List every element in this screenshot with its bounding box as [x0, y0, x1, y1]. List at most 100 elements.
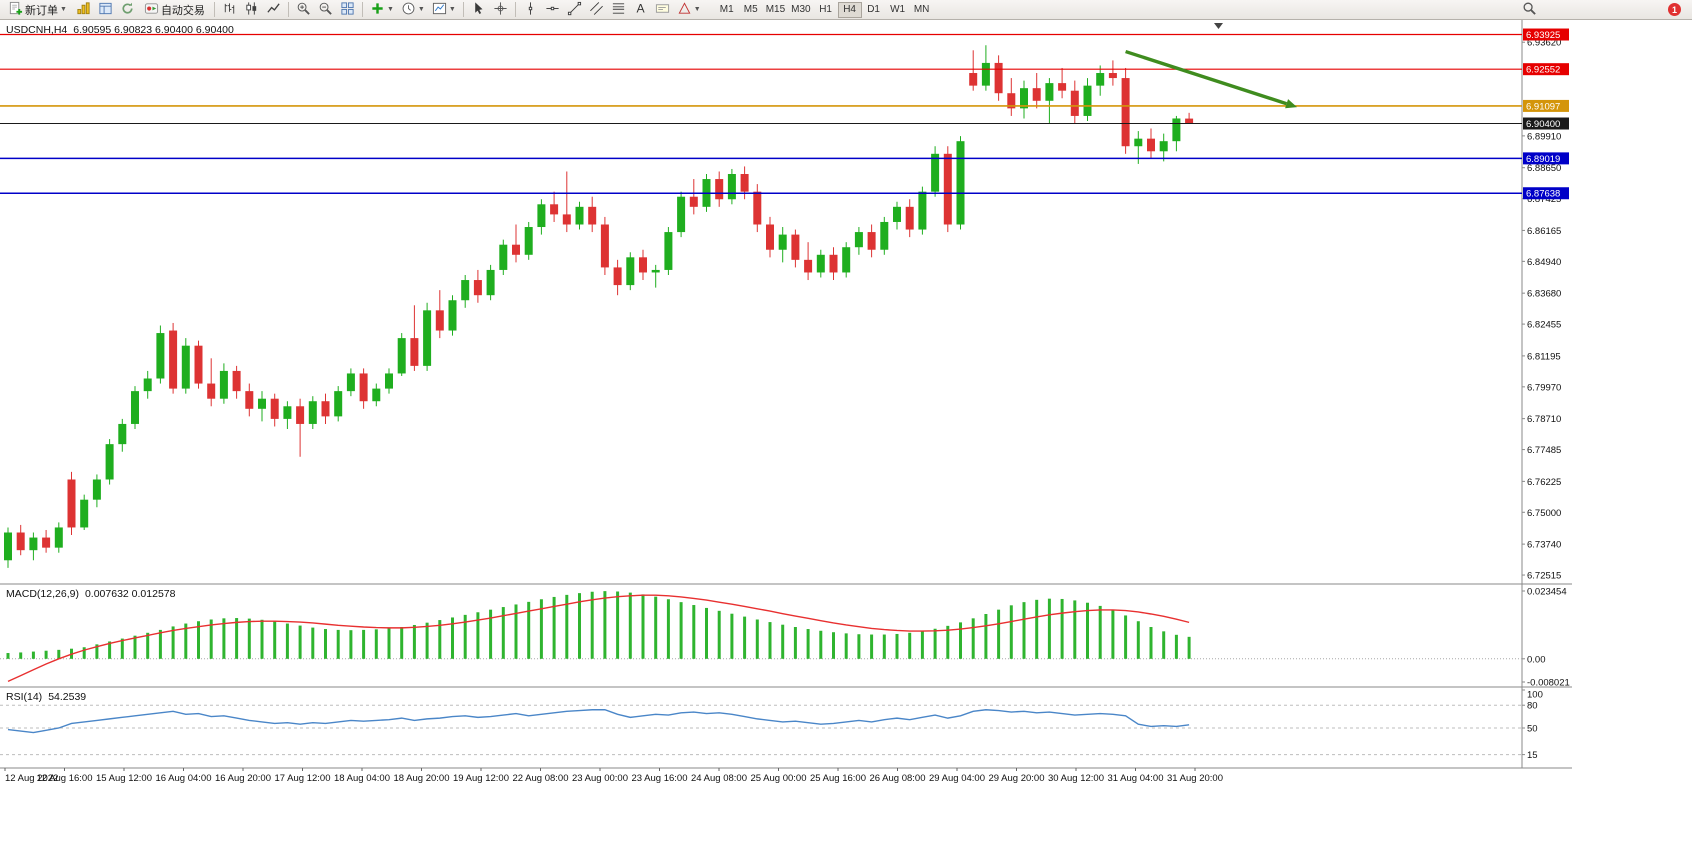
- line-chart-button[interactable]: [263, 1, 284, 19]
- tile-windows-button[interactable]: [337, 1, 358, 19]
- auto-trading-button[interactable]: 自动交易: [139, 1, 210, 19]
- price-axis-label: 6.79970: [1527, 382, 1561, 393]
- candlestick-chart-button[interactable]: [241, 1, 262, 19]
- candle-body: [512, 244, 520, 255]
- time-axis-label: 29 Aug 04:00: [929, 773, 985, 784]
- rsi-axis-label: 100: [1527, 690, 1543, 701]
- price-axis-label: 6.76225: [1527, 477, 1561, 488]
- candle-body: [410, 338, 419, 366]
- periods-button[interactable]: ▼: [398, 1, 428, 19]
- market-watch-button[interactable]: [95, 1, 116, 19]
- fibonacci-button[interactable]: [608, 1, 629, 19]
- price-axis-label: 6.88650: [1527, 163, 1561, 174]
- candle-body: [893, 206, 901, 222]
- candle-body: [931, 153, 940, 192]
- candle-body: [918, 191, 927, 230]
- candle-body: [461, 280, 470, 301]
- crosshair-button[interactable]: [490, 1, 511, 19]
- candle-body: [245, 391, 254, 409]
- trend-arrow-line[interactable]: [1125, 49, 1288, 106]
- candle-body: [778, 234, 787, 250]
- candle-body: [677, 196, 686, 233]
- timeframe-m30-button[interactable]: M30: [791, 4, 811, 15]
- candle-body: [842, 247, 851, 273]
- time-axis-label: 26 Aug 08:00: [870, 773, 926, 784]
- candle-body: [181, 345, 190, 389]
- time-axis-label: 31 Aug 04:00: [1108, 773, 1164, 784]
- candle-body: [207, 383, 216, 399]
- rsi-panel: 10080 50 15: [0, 689, 1543, 761]
- chevron-down-icon: ▼: [386, 6, 394, 13]
- toolbar-separator: [213, 2, 215, 17]
- horizontal-line-button[interactable]: [542, 1, 563, 19]
- bar-chart-button[interactable]: [219, 1, 240, 19]
- candle-body: [1108, 73, 1117, 79]
- price-axis-label: 6.83680: [1527, 289, 1561, 300]
- timeframe-m5-button[interactable]: M5: [743, 4, 758, 15]
- time-axis[interactable]: 12 Aug 202212 Aug 16:0015 Aug 12:00 16 Au…: [4, 768, 1223, 784]
- periods-icon: [401, 1, 416, 19]
- svg-text:6.93925: 6.93925: [1526, 30, 1560, 41]
- chart-shift-marker[interactable]: [1214, 23, 1223, 29]
- refresh-button[interactable]: [117, 1, 138, 19]
- timeframe-m1-button[interactable]: M1: [719, 4, 734, 15]
- timeframe-h4-button[interactable]: H4: [837, 1, 862, 18]
- indicators-button[interactable]: ▼: [367, 1, 397, 19]
- candle-body: [448, 300, 457, 331]
- price-axis[interactable]: [1522, 20, 1572, 768]
- new-order-button[interactable]: 新订单 ▼: [3, 1, 72, 19]
- text-button[interactable]: A: [630, 1, 651, 19]
- candle-body: [1159, 141, 1168, 152]
- candle-body: [359, 373, 368, 402]
- svg-text:6.89019: 6.89019: [1526, 154, 1560, 165]
- candle-body: [689, 196, 698, 207]
- candle-body: [1172, 118, 1181, 142]
- templates-button[interactable]: ▼: [429, 1, 459, 19]
- chart-canvas[interactable]: 6.93620 6.89910 6.88650 6.87425 6.86165 6.849…: [0, 20, 1692, 844]
- candle-body: [29, 537, 38, 551]
- market-watch-icon: [98, 1, 113, 19]
- time-axis-label: 18 Aug 04:00: [334, 773, 390, 784]
- notification-badge[interactable]: 1: [1668, 3, 1681, 16]
- candle-body: [905, 206, 914, 230]
- timeframe-d1-button[interactable]: D1: [867, 4, 880, 15]
- candle-body: [651, 269, 660, 273]
- tile-windows-icon: [340, 1, 355, 19]
- candle-body: [1058, 83, 1067, 91]
- cursor-icon: [471, 1, 486, 19]
- time-axis-label: 16 Aug 20:00: [215, 773, 271, 784]
- refresh-icon: [120, 1, 135, 19]
- vertical-line-button[interactable]: [520, 1, 541, 19]
- candle-body: [588, 206, 597, 225]
- chart-window: 6.93620 6.89910 6.88650 6.87425 6.86165 6.849…: [0, 20, 1692, 844]
- candle-body: [499, 244, 508, 270]
- timeframe-w1-button[interactable]: W1: [890, 4, 906, 15]
- label-button[interactable]: [652, 1, 673, 19]
- auto-trading-label: 自动交易: [160, 4, 205, 17]
- timeframe-h1-button[interactable]: H1: [819, 4, 832, 15]
- profiles-button[interactable]: [73, 1, 94, 19]
- macd-panel: 0.023454 0.00 -0.008021: [0, 587, 1570, 689]
- zoom-in-button[interactable]: [293, 1, 314, 19]
- search-button[interactable]: [1519, 1, 1540, 19]
- channel-button[interactable]: [586, 1, 607, 19]
- timeframe-m15-button[interactable]: M15: [765, 4, 786, 15]
- time-axis-hit[interactable]: [0, 768, 1522, 786]
- timeframe-mn-button[interactable]: MN: [913, 4, 930, 15]
- candle-body: [766, 224, 774, 250]
- candle-body: [42, 537, 51, 548]
- candle-body: [219, 370, 228, 399]
- zoom-out-button[interactable]: [315, 1, 336, 19]
- shapes-button[interactable]: ▼: [674, 1, 704, 19]
- candle-body: [346, 373, 355, 392]
- cursor-button[interactable]: [468, 1, 489, 19]
- candle-body: [105, 444, 114, 480]
- time-axis-label: 18 Aug 20:00: [394, 773, 450, 784]
- time-axis-label: 23 Aug 00:00: [572, 773, 628, 784]
- shapes-icon: [677, 1, 692, 19]
- horizontal-line-icon: [545, 1, 560, 19]
- candle-body: [791, 234, 800, 260]
- time-axis-label: 12 Aug 2022: [5, 773, 58, 784]
- bar-chart-icon: [222, 1, 237, 19]
- trendline-button[interactable]: [564, 1, 585, 19]
